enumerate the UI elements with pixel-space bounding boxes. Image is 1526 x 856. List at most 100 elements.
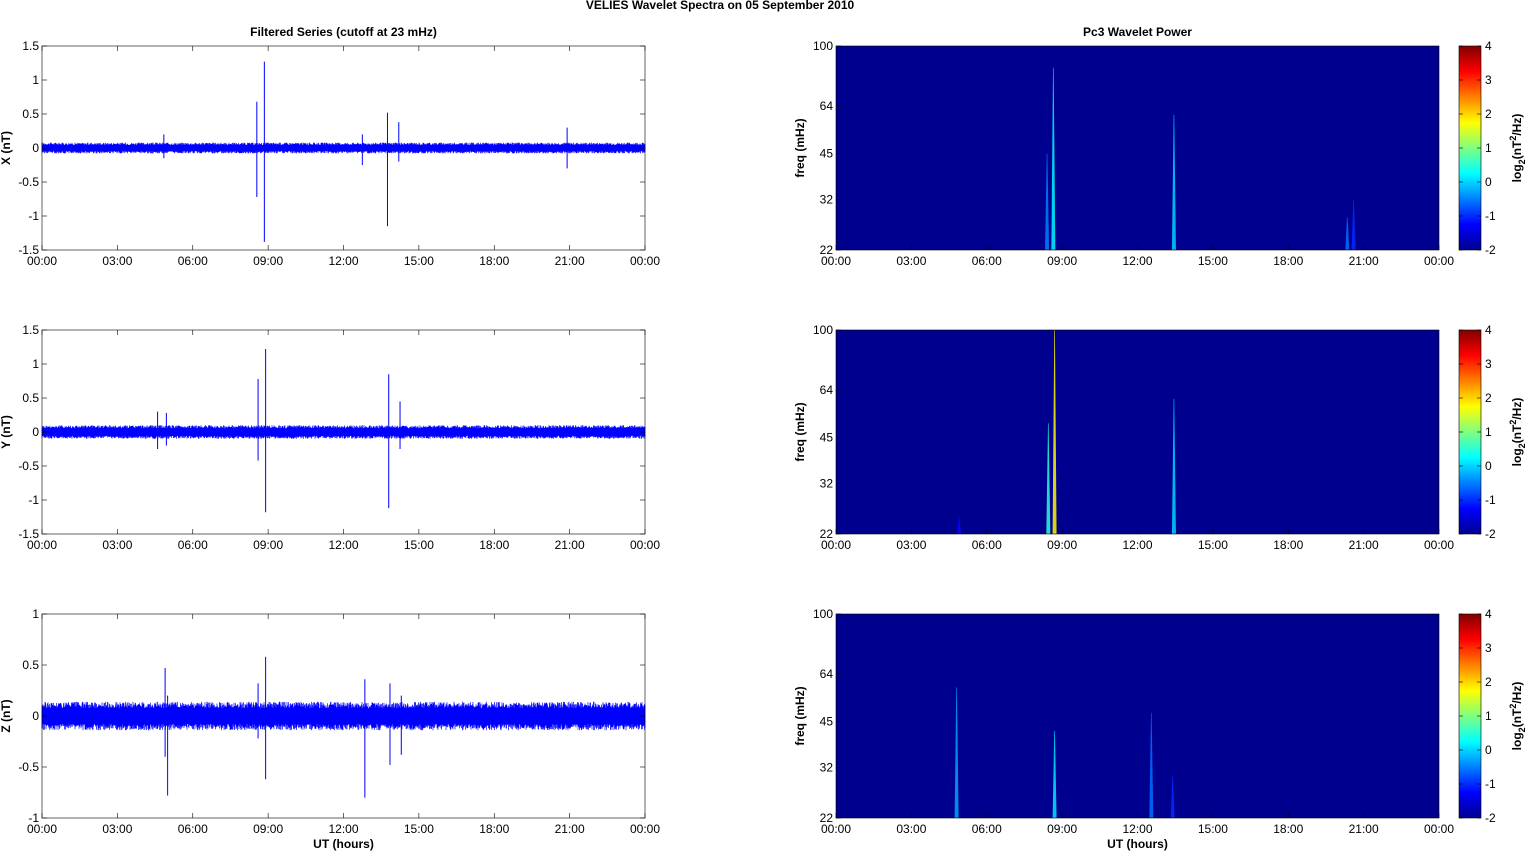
y-wavelet-ytick-label-2: 45 (820, 431, 834, 445)
z-wavelet-event-0 (954, 687, 959, 818)
x-wavelet-xtick-label-3: 09:00 (1047, 254, 1077, 268)
y-wavelet-ytick-label-1: 32 (820, 477, 834, 491)
z-wavelet-event-1 (1052, 730, 1057, 818)
y-wavelet-cbar-tick-label-0: -2 (1485, 527, 1496, 541)
z-wavelet-ytick-label-3: 64 (820, 667, 834, 681)
y-wavelet-cbar-tick-label-1: -1 (1485, 493, 1496, 507)
y-wavelet-cbar-tick-label-2: 0 (1485, 459, 1492, 473)
z-filtered-ylabel: Z (nT) (0, 699, 13, 732)
x-wavelet-ytick-label-0: 22 (820, 243, 834, 257)
x-filtered-xtick-label-3: 09:00 (253, 254, 283, 268)
z-filtered-xlabel: UT (hours) (313, 837, 374, 851)
y-wavelet-ylabel: freq (mHz) (793, 402, 807, 461)
x-wavelet-xtick-label-4: 12:00 (1122, 254, 1152, 268)
z-wavelet-ytick-label-2: 45 (820, 715, 834, 729)
x-filtered-ylabel: X (nT) (0, 131, 13, 165)
z-filtered-xtick-label-7: 21:00 (555, 822, 585, 836)
x-filtered-xtick-label-5: 15:00 (404, 254, 434, 268)
x-wavelet-xtick-label-1: 03:00 (896, 254, 926, 268)
x-wavelet-xtick-label-7: 21:00 (1349, 254, 1379, 268)
x-filtered-xtick-label-0: 00:00 (27, 254, 57, 268)
y-wavelet-colorbar-label: log2(nT2/Hz) (1508, 398, 1526, 467)
figure-title: VELIES Wavelet Spectra on 05 September 2… (586, 0, 855, 12)
x-filtered-xtick-label-4: 12:00 (328, 254, 358, 268)
z-wavelet-colorbar-label: log2(nT2/Hz) (1508, 682, 1526, 751)
z-filtered-xtick-label-8: 00:00 (630, 822, 660, 836)
y-wavelet-xtick-label-3: 09:00 (1047, 538, 1077, 552)
x-filtered-xtick-label-8: 00:00 (630, 254, 660, 268)
z-wavelet-xtick-label-2: 06:00 (972, 822, 1002, 836)
x-filtered-xtick-label-1: 03:00 (102, 254, 132, 268)
x-wavelet-event-1 (1051, 67, 1056, 250)
y-wavelet-ytick-label-0: 22 (820, 527, 834, 541)
z-wavelet-xtick-label-7: 21:00 (1349, 822, 1379, 836)
y-wavelet-cbar-tick-label-4: 2 (1485, 391, 1492, 405)
y-wavelet-heatmap-area (836, 330, 1439, 534)
z-wavelet-xtick-label-1: 03:00 (896, 822, 926, 836)
z-filtered-ytick-label-4: 1 (32, 607, 39, 621)
x-wavelet-ytick-label-3: 64 (820, 99, 834, 113)
y-filtered-ytick-label-5: 1 (32, 357, 39, 371)
y-wavelet-event-0 (957, 516, 962, 534)
x-wavelet-xtick-label-2: 06:00 (972, 254, 1002, 268)
z-filtered-panel: -1 -0.5 0 0.5 1 00:00 03:00 06:00 09:00 12:00 15:0… (0, 607, 660, 851)
z-wavelet-xtick-label-6: 18:00 (1273, 822, 1303, 836)
z-wavelet-ytick-label-4: 100 (813, 607, 833, 621)
z-wavelet-xtick-label-3: 09:00 (1047, 822, 1077, 836)
y-filtered-ylabel: Y (nT) (0, 415, 13, 449)
x-wavelet-xtick-label-6: 18:00 (1273, 254, 1303, 268)
y-filtered-ytick-label-4: 0.5 (22, 391, 39, 405)
z-filtered-xtick-label-0: 00:00 (27, 822, 57, 836)
y-wavelet-xtick-label-0: 00:00 (821, 538, 851, 552)
z-wavelet-xtick-label-0: 00:00 (821, 822, 851, 836)
z-wavelet-cbar-tick-label-6: 4 (1485, 607, 1492, 621)
y-filtered-ytick-label-0: -1.5 (18, 527, 39, 541)
z-filtered-xtick-label-1: 03:00 (102, 822, 132, 836)
y-wavelet-ytick-label-3: 64 (820, 383, 834, 397)
x-wavelet-cbar-tick-label-2: 0 (1485, 175, 1492, 189)
x-wavelet-xtick-label-8: 00:00 (1424, 254, 1454, 268)
z-filtered-ytick-label-3: 0.5 (22, 658, 39, 672)
z-wavelet-xtick-label-8: 00:00 (1424, 822, 1454, 836)
x-wavelet-colorbar-label: log2(nT2/Hz) (1508, 114, 1526, 183)
z-wavelet-xtick-label-4: 12:00 (1122, 822, 1152, 836)
z-wavelet-cbar-tick-label-0: -2 (1485, 811, 1496, 825)
z-wavelet-ytick-label-0: 22 (820, 811, 834, 825)
x-filtered-ytick-label-2: -0.5 (18, 175, 39, 189)
x-wavelet-event-4 (1351, 199, 1356, 250)
y-filtered-ytick-label-2: -0.5 (18, 459, 39, 473)
y-filtered-xtick-label-8: 00:00 (630, 538, 660, 552)
x-wavelet-cbar-tick-label-1: -1 (1485, 209, 1496, 223)
z-filtered-xtick-label-3: 09:00 (253, 822, 283, 836)
z-wavelet-cbar-tick-label-4: 2 (1485, 675, 1492, 689)
x-wavelet-xtick-label-0: 00:00 (821, 254, 851, 268)
y-filtered-xtick-label-4: 12:00 (328, 538, 358, 552)
z-wavelet-panel: 22 32 45 64 100 -2 -1 0 1 2 3 4 log2(nT2/Hz) 00:00 03:… (793, 607, 1526, 851)
z-filtered-xtick-label-2: 06:00 (178, 822, 208, 836)
y-wavelet-xtick-label-6: 18:00 (1273, 538, 1303, 552)
y-filtered-ytick-label-3: 0 (32, 425, 39, 439)
y-wavelet-xtick-label-5: 15:00 (1198, 538, 1228, 552)
y-wavelet-cbar-tick-label-6: 4 (1485, 323, 1492, 337)
y-filtered-xtick-label-3: 09:00 (253, 538, 283, 552)
z-filtered-ytick-label-1: -0.5 (18, 760, 39, 774)
z-wavelet-event-2 (1149, 712, 1154, 818)
z-wavelet-cbar-tick-label-2: 0 (1485, 743, 1492, 757)
x-wavelet-cbar-tick-label-6: 4 (1485, 39, 1492, 53)
y-wavelet-event-1 (1046, 423, 1051, 534)
y-wavelet-xtick-label-2: 06:00 (972, 538, 1002, 552)
z-filtered-xtick-label-4: 12:00 (328, 822, 358, 836)
z-filtered-ytick-label-2: 0 (32, 709, 39, 723)
y-wavelet-xtick-label-1: 03:00 (896, 538, 926, 552)
x-wavelet-cbar-tick-label-4: 2 (1485, 107, 1492, 121)
x-filtered-xtick-label-2: 06:00 (178, 254, 208, 268)
x-wavelet-cbar-tick-label-0: -2 (1485, 243, 1496, 257)
z-filtered-ytick-label-0: -1 (28, 811, 39, 825)
y-wavelet-xtick-label-4: 12:00 (1122, 538, 1152, 552)
x-wavelet-ytick-label-2: 45 (820, 147, 834, 161)
z-wavelet-cbar-tick-label-3: 1 (1485, 709, 1492, 723)
x-filtered-xtick-label-7: 21:00 (555, 254, 585, 268)
y-wavelet-ytick-label-4: 100 (813, 323, 833, 337)
panels-group: Filtered Series (cutoff at 23 mHz)-1.5-1… (0, 25, 1526, 851)
